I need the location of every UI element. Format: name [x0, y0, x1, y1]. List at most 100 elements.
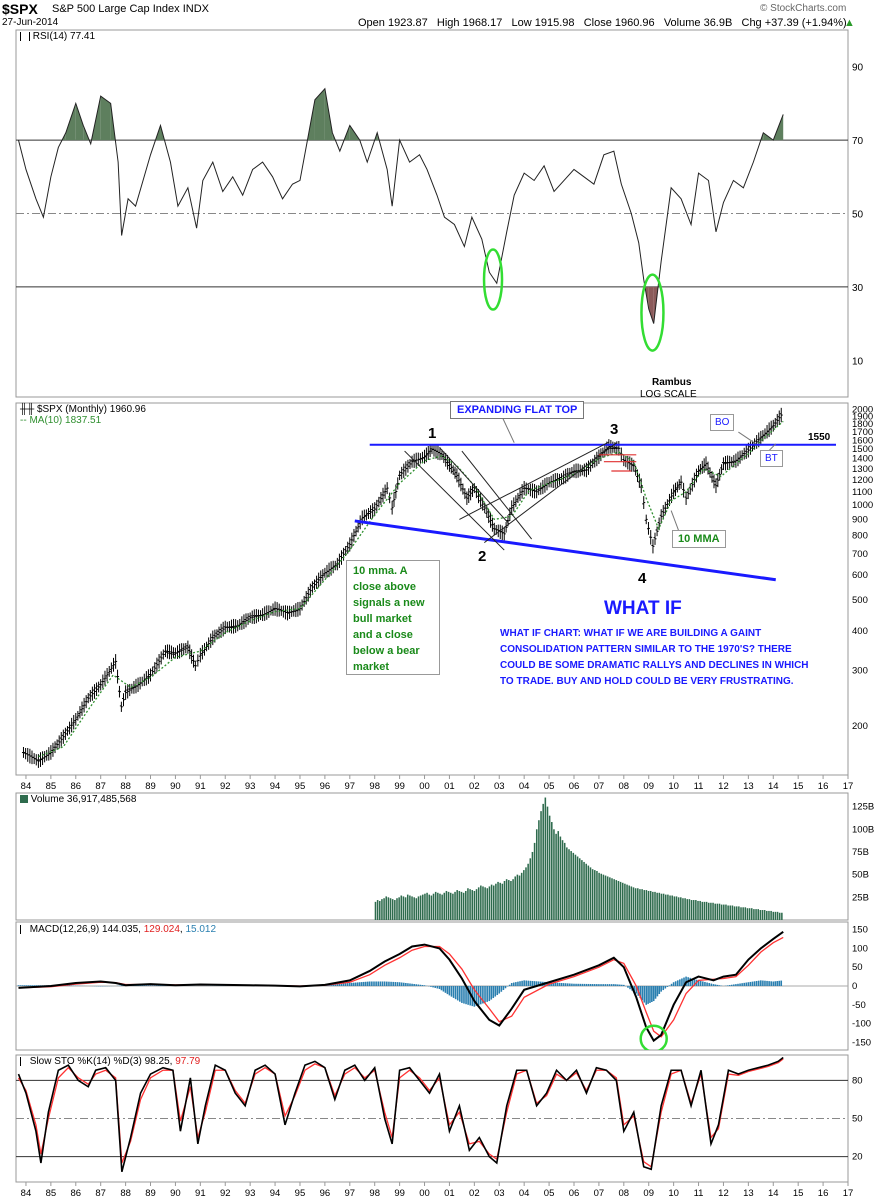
macd-hist-bar [757, 980, 760, 986]
x-tick-label: 09 [643, 781, 654, 792]
volume-bar [680, 897, 682, 920]
x-tick-label: 96 [320, 781, 331, 792]
x-tick-label: 15 [793, 781, 804, 792]
volume-bar [402, 896, 405, 920]
volume-bar [441, 894, 443, 920]
volume-bar [413, 897, 415, 920]
volume-bar [452, 893, 454, 920]
macd-hist-bar [448, 986, 451, 996]
mma-note-line: market [353, 661, 390, 673]
ten-mma-pointer [670, 510, 680, 531]
volume-bar [475, 889, 478, 920]
macd-hist-bar [375, 981, 377, 986]
volume-bar [753, 909, 755, 920]
volume-bar [628, 885, 630, 920]
macd-hist-bar [465, 986, 467, 1005]
volume-bar [540, 811, 542, 920]
volume-tick-label: 125B [852, 802, 874, 813]
rsi-tick-label: 70 [852, 136, 864, 147]
volume-bar [750, 908, 753, 920]
macd-hist-bar [764, 980, 766, 986]
macd-hist-bar [463, 986, 465, 1004]
volume-bar [523, 870, 525, 920]
macd-hist-bar [488, 986, 491, 1002]
macd-hist-bar [479, 986, 482, 1005]
volume-bar [424, 893, 426, 920]
volume-bar [396, 898, 398, 920]
macd-hist-bar [643, 986, 646, 1003]
macd-hist-bar [338, 983, 341, 986]
volume-bar [611, 878, 613, 920]
volume-bar [546, 806, 549, 920]
volume-bar [516, 874, 519, 920]
x-tick-label: 93 [245, 781, 256, 792]
macd-hist-bar [492, 986, 495, 999]
macd-hist-bar [676, 980, 679, 986]
volume-bar [768, 910, 770, 920]
x-tick-label: 14 [768, 781, 779, 792]
macd-hist-bar [581, 983, 584, 986]
volume-bar [501, 883, 504, 920]
rsi-tick-label: 30 [852, 283, 864, 294]
mma-note-line: below a bear [353, 645, 420, 657]
volume-bar [643, 890, 646, 920]
volume-bar [757, 909, 759, 920]
macd-hist-bar [645, 986, 648, 1005]
flat-top-pointer [501, 415, 515, 443]
volume-bar [383, 898, 385, 920]
volume-bar [727, 905, 729, 920]
volume-bar [548, 815, 551, 920]
volume-bar [656, 892, 658, 920]
price-tick-label: 1300 [852, 464, 873, 475]
x-tick-label: 00 [419, 781, 430, 792]
price-tick-label: 2000 [852, 405, 873, 416]
volume-bar [499, 882, 501, 920]
macd-legend: MACD(12,26,9) 144.035, 129.024, 15.012 [20, 924, 216, 935]
macd-hist-bar [475, 986, 478, 1006]
price-tick-label: 1000 [852, 500, 873, 511]
macd-hist-bar [467, 986, 469, 1005]
volume-bar [576, 856, 579, 920]
price-tick-label: 1500 [852, 444, 873, 455]
what-if-title: WHAT IF [604, 598, 682, 619]
macd-hist-bar [689, 977, 692, 986]
what-if-line: COULD BE SOME DRAMATIC RALLYS AND DECLIN… [500, 660, 809, 671]
x-tick-label: 09 [643, 1188, 654, 1199]
volume-bar [776, 911, 779, 920]
macd-hist-bar [344, 983, 347, 986]
sto-tick-label: 80 [852, 1075, 863, 1086]
volume-bar [688, 899, 691, 920]
x-tick-label: 02 [469, 781, 480, 792]
macd-circle-2009 [639, 1024, 668, 1050]
macd-hist-bar [417, 984, 420, 986]
x-tick-label: 90 [170, 781, 181, 792]
macd-hist-bar [352, 982, 355, 986]
macd-hist-bar [400, 982, 403, 986]
macd-hist-bar [383, 981, 386, 986]
macd-hist-bar [606, 984, 609, 986]
macd-hist-bar [350, 982, 353, 986]
x-tick-label: 91 [195, 781, 206, 792]
macd-tick-label: 100 [852, 943, 868, 954]
x-tick-label: 16 [818, 1188, 829, 1199]
macd-hist-bar [747, 982, 750, 986]
x-tick-label: 06 [569, 1188, 580, 1199]
macd-hist-bar [569, 983, 571, 986]
macd-hist-bar [537, 981, 540, 986]
macd-hist-bar [342, 983, 345, 986]
volume-bar [714, 903, 716, 920]
volume-bar [742, 907, 744, 920]
macd-hist-bar [654, 986, 657, 999]
volume-bar [503, 880, 506, 920]
volume-bar [587, 865, 590, 920]
macd-hist-bar [508, 984, 511, 986]
x-tick-label: 98 [369, 1188, 380, 1199]
macd-hist-bar [346, 983, 349, 986]
macd-hist-bar [772, 981, 775, 986]
macd-hist-bar [699, 980, 702, 986]
volume-bar [609, 877, 611, 920]
x-tick-label: 95 [295, 1188, 306, 1199]
volume-bar [531, 851, 534, 920]
volume-bar [781, 912, 783, 920]
